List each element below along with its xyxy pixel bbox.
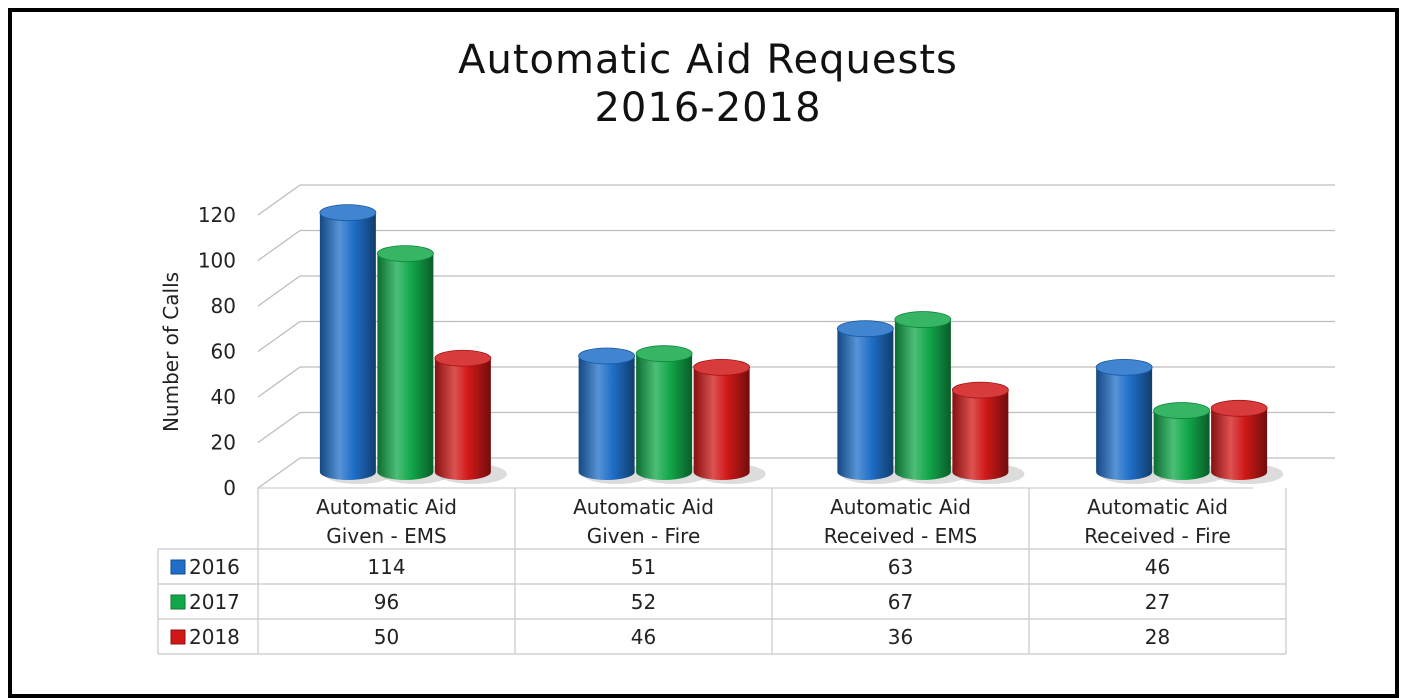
y-tick-label: 60: [211, 340, 236, 364]
bar-2017-3: [894, 319, 951, 480]
x-tick-label: Automatic Aid: [316, 495, 457, 519]
bar-2016-1: [319, 212, 376, 480]
bar-2018-2: [693, 367, 750, 480]
chart-title-line-2: 2016-2018: [594, 85, 821, 131]
y-tick-label: 20: [211, 431, 236, 455]
gridline-diag: [257, 229, 301, 262]
bar-2018-3: [952, 390, 1009, 480]
x-tick-label: Automatic Aid: [573, 495, 714, 519]
x-tick-label: Given - EMS: [326, 524, 446, 548]
legend-label-2018: 2018: [189, 625, 240, 649]
bar-top-2017-3: [894, 311, 952, 328]
bar-top-2016-3: [836, 320, 894, 338]
bar-2016-4: [1096, 367, 1153, 480]
bar-2017-2: [636, 353, 693, 480]
bar-top-2018-4: [1210, 399, 1268, 417]
bar-top-2016-1: [319, 204, 377, 222]
y-axis-label: Number of Calls: [159, 272, 183, 432]
x-tick-label: Given - Fire: [587, 524, 701, 548]
gridline-diag: [257, 457, 301, 489]
data-label-2018-2: 46: [631, 625, 656, 649]
bar-2016-3: [837, 328, 894, 480]
gridline-diag: [257, 320, 301, 353]
y-tick-label: 0: [223, 476, 236, 500]
bar-2017-1: [377, 253, 434, 480]
bar-top-2016-4: [1095, 358, 1153, 376]
data-label-2016-2: 51: [631, 555, 656, 579]
gridline-diag: [257, 411, 301, 444]
y-tick-label: 120: [198, 203, 236, 227]
data-label-2017-3: 67: [888, 590, 913, 614]
x-tick-label: Automatic Aid: [830, 495, 971, 519]
bar-2016-2: [578, 355, 635, 480]
x-tick-label: Received - Fire: [1084, 524, 1231, 548]
legend-label-2016: 2016: [189, 555, 240, 579]
y-tick-label: 100: [198, 249, 236, 273]
x-tick-label: Received - EMS: [824, 524, 978, 548]
bar-top-2016-2: [578, 347, 636, 365]
gridline-diag: [257, 275, 301, 307]
bar-2018-4: [1211, 408, 1268, 480]
legend-label-2017: 2017: [189, 590, 240, 614]
legend-key-2018: [170, 629, 186, 645]
data-label-2018-4: 28: [1145, 625, 1170, 649]
bar-top-2017-1: [376, 245, 434, 263]
bar-top-2018-3: [951, 381, 1009, 399]
y-tick-label: 80: [211, 294, 236, 318]
chart-title-line-1: Automatic Aid Requests: [458, 37, 958, 83]
bar-top-2017-4: [1153, 402, 1211, 419]
x-tick-label: Automatic Aid: [1087, 495, 1228, 519]
data-label-2016-1: 114: [367, 555, 405, 579]
chart-frame: [8, 8, 1399, 698]
legend-key-2017: [170, 594, 186, 610]
data-label-2018-3: 36: [888, 625, 913, 649]
gridline-diag: [257, 366, 301, 398]
bar-2017-4: [1153, 410, 1210, 480]
bar-2018-1: [434, 358, 491, 480]
gridline-diag: [257, 184, 301, 216]
data-label-2017-2: 52: [631, 590, 656, 614]
bar-top-2018-2: [693, 358, 751, 376]
bar-top-2018-1: [434, 349, 492, 367]
data-label-2017-4: 27: [1145, 590, 1170, 614]
data-label-2016-4: 46: [1145, 555, 1170, 579]
data-label-2016-3: 63: [888, 555, 913, 579]
y-tick-label: 40: [211, 385, 236, 409]
bar-top-2017-2: [635, 345, 693, 363]
legend-key-2016: [170, 559, 186, 575]
data-label-2017-1: 96: [374, 590, 399, 614]
data-label-2018-1: 50: [374, 625, 399, 649]
